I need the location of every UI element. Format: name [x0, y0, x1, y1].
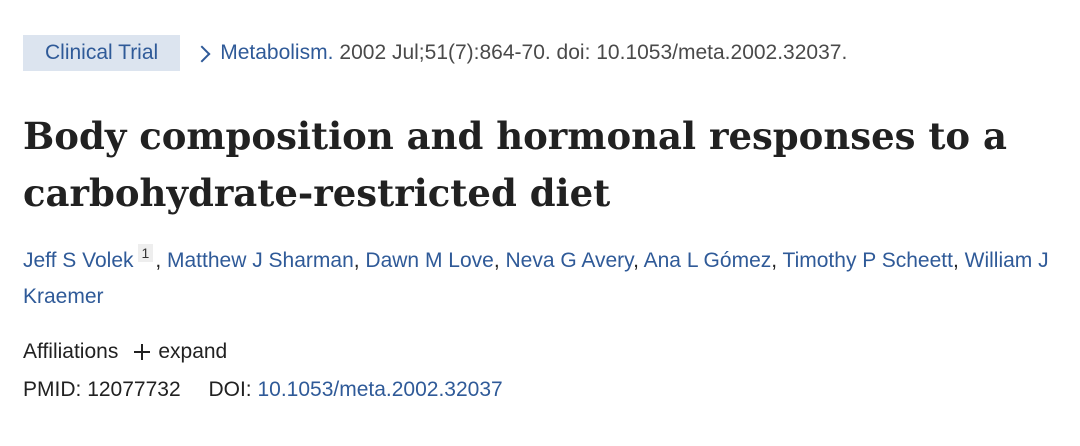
plus-icon — [134, 344, 151, 360]
doi-link[interactable]: 10.1053/meta.2002.32037 — [257, 378, 503, 401]
author-link[interactable]: Timothy P Scheett — [782, 249, 953, 272]
article-source-line: Clinical Trial Metabolism. 2002 Jul;51(7… — [23, 35, 847, 71]
author-link[interactable]: William J Kraemer — [23, 249, 1049, 308]
author-link[interactable]: Dawn M Love — [365, 249, 494, 272]
author-link[interactable]: Neva G Avery — [505, 249, 634, 272]
authors-list: Jeff S Volek 1, Matthew J Sharman, Dawn M… — [23, 244, 1049, 308]
author-link[interactable]: Ana L Gómez — [643, 249, 772, 272]
pmid-label: PMID: — [23, 378, 82, 401]
affiliation-number[interactable]: 1 — [137, 244, 154, 262]
doi-label: DOI: — [208, 378, 252, 401]
journal-link[interactable]: Metabolism. — [220, 41, 334, 64]
pmid-value: 12077732 — [87, 378, 181, 401]
title-line-1: Body composition and hormonal responses … — [23, 114, 1007, 158]
author-link[interactable]: Jeff S Volek — [23, 249, 134, 272]
affiliations-label: Affiliations — [23, 340, 119, 363]
author-link[interactable]: Matthew J Sharman — [167, 249, 354, 272]
article-title: Body composition and hormonal responses … — [23, 108, 1023, 222]
journal-citation: Metabolism. 2002 Jul;51(7):864-70. doi: … — [193, 41, 848, 65]
publication-type-badge[interactable]: Clinical Trial — [23, 35, 181, 71]
affiliations-toggle[interactable]: Affiliations expand — [23, 336, 227, 368]
title-line-2: carbohydrate-restricted diet — [23, 171, 611, 215]
expand-label: expand — [158, 340, 228, 363]
article-identifiers: PMID: 12077732 DOI: 10.1053/meta.2002.32… — [23, 374, 503, 406]
chevron-right-icon — [193, 45, 211, 62]
citation-text: 2002 Jul;51(7):864-70. doi: 10.1053/meta… — [339, 41, 848, 64]
